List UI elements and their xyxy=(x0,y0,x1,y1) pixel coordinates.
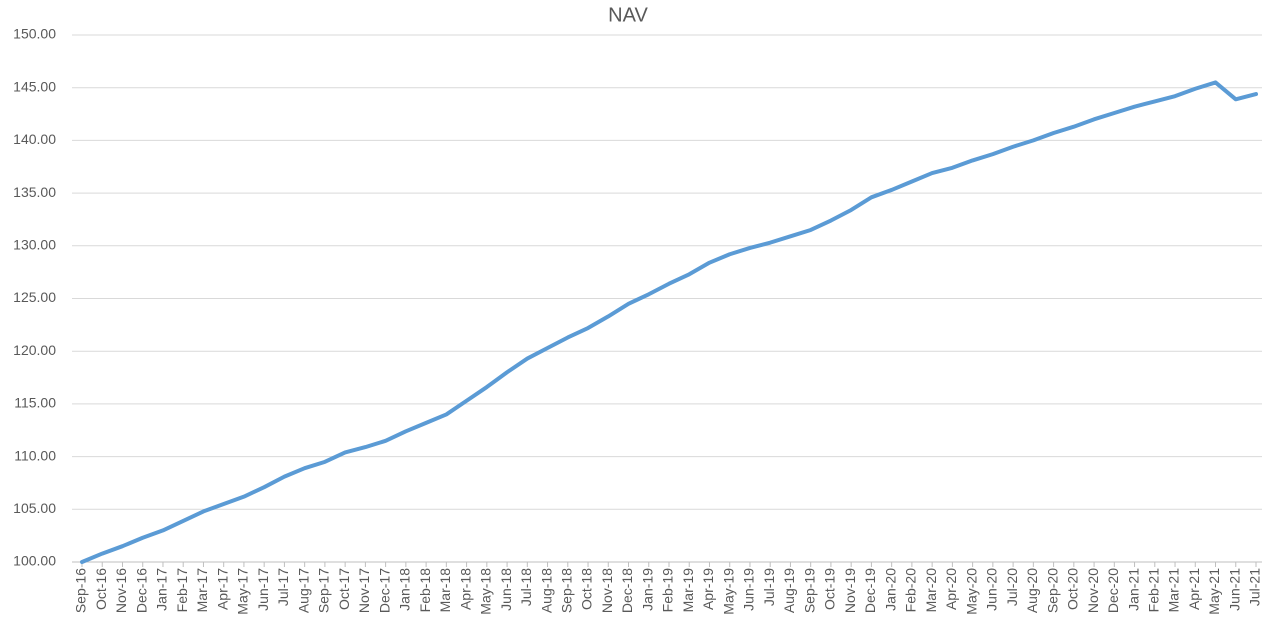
x-tick-label: Apr-20 xyxy=(943,568,959,610)
x-tick-label: Jul-18 xyxy=(518,568,534,606)
x-tick-label: May-17 xyxy=(235,568,251,615)
x-tick-label: May-20 xyxy=(963,568,979,615)
x-tick-label: Dec-16 xyxy=(133,568,149,613)
x-tick-label: Mar-18 xyxy=(437,568,453,613)
x-tick-label: Jan-18 xyxy=(397,568,413,611)
x-tick-label: Oct-20 xyxy=(1065,568,1081,610)
x-tick-label: Oct-18 xyxy=(579,568,595,610)
y-tick-label: 120.00 xyxy=(13,342,56,358)
y-tick-label: 125.00 xyxy=(13,289,56,305)
line xyxy=(80,80,1258,564)
y-tick-label: 105.00 xyxy=(13,500,56,516)
x-tick-label: Apr-18 xyxy=(457,568,473,610)
y-tick-label: 140.00 xyxy=(13,131,56,147)
x-tick-label: Feb-18 xyxy=(417,568,433,613)
x-tick-label: May-19 xyxy=(720,568,736,615)
x-tick-label: Jan-19 xyxy=(639,568,655,611)
x-tick-label: Nov-16 xyxy=(113,568,129,613)
x-tick-label: Jul-19 xyxy=(761,568,777,606)
x-tick-label: Aug-17 xyxy=(295,568,311,613)
x-tick-label: Oct-19 xyxy=(822,568,838,610)
x-tick-label: Jan-20 xyxy=(882,568,898,611)
x-tick-label: Sep-20 xyxy=(1044,568,1060,613)
x-tick-label: Mar-17 xyxy=(194,568,210,613)
x-tick-label: Aug-18 xyxy=(538,568,554,613)
x-tick-label: Apr-17 xyxy=(214,568,230,610)
x-tick-label: Dec-17 xyxy=(376,568,392,613)
x-tick-label: Mar-19 xyxy=(680,568,696,613)
x-tick-label: Jun-17 xyxy=(255,568,271,611)
x-tick-label: Jun-18 xyxy=(498,568,514,611)
chart-title: NAV xyxy=(608,4,648,26)
x-tick-label: Feb-17 xyxy=(174,568,190,613)
x-tick-label: Apr-19 xyxy=(700,568,716,610)
y-tick-label: 145.00 xyxy=(13,78,56,94)
y-tick-label: 115.00 xyxy=(14,395,56,411)
x-tick-label: Aug-20 xyxy=(1024,568,1040,613)
x-tick-label: Nov-20 xyxy=(1085,568,1101,613)
x-tick-label: Mar-20 xyxy=(923,568,939,613)
x-tick-label: Dec-19 xyxy=(862,568,878,613)
y-tick-label: 135.00 xyxy=(13,184,56,200)
x-tick-label: May-18 xyxy=(478,568,494,615)
x-tick-label: Feb-20 xyxy=(903,568,919,613)
x-tick-label: Sep-16 xyxy=(73,568,89,613)
x-tick-label: Jan-21 xyxy=(1125,568,1141,611)
y-tick-label: 110.00 xyxy=(14,447,56,463)
x-tick-label: Sep-19 xyxy=(801,568,817,613)
x-tick-label: May-21 xyxy=(1206,568,1222,615)
x-tick-label: Aug-19 xyxy=(781,568,797,613)
x-tick-label: Mar-21 xyxy=(1166,568,1182,613)
x-tick-label: Nov-17 xyxy=(356,568,372,613)
x-tick-label: Oct-16 xyxy=(93,568,109,610)
x-tick-label: Apr-21 xyxy=(1186,568,1202,610)
x-tick-label: Feb-19 xyxy=(660,568,676,613)
x-tick-label: Dec-20 xyxy=(1105,568,1121,613)
x-tick-label: Sep-17 xyxy=(316,568,332,613)
x-tick-label: Jun-21 xyxy=(1226,568,1242,611)
x-tick-label: Jul-17 xyxy=(275,568,291,606)
x-tick-label: Jun-20 xyxy=(984,568,1000,611)
x-tick-label: Jun-19 xyxy=(741,568,757,611)
x-tick-label: Nov-19 xyxy=(842,568,858,613)
y-tick-label: 130.00 xyxy=(13,237,56,253)
x-tick-label: Jul-20 xyxy=(1004,568,1020,606)
x-tick-label: Feb-21 xyxy=(1145,568,1161,613)
x-tick-label: Oct-17 xyxy=(336,568,352,610)
y-tick-label: 100.00 xyxy=(13,553,56,569)
x-tick-label: Sep-18 xyxy=(558,568,574,613)
x-tick-label: Jul-21 xyxy=(1247,568,1263,606)
y-tick-label: 150.00 xyxy=(13,26,56,42)
x-tick-label: Dec-18 xyxy=(619,568,635,613)
x-tick-label: Nov-18 xyxy=(599,568,615,613)
x-tick-label: Jan-17 xyxy=(154,568,170,611)
